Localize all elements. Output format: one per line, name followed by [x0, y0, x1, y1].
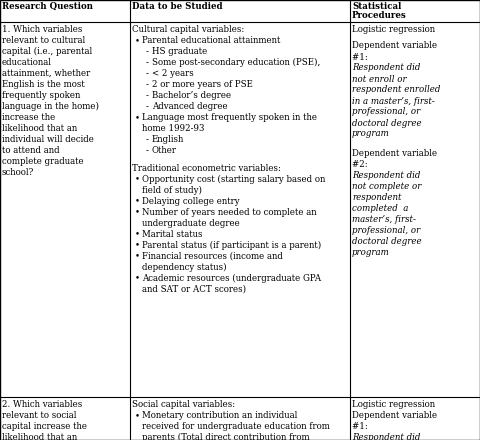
Text: -: -: [146, 58, 149, 67]
Text: Traditional econometric variables:: Traditional econometric variables:: [132, 164, 281, 172]
Text: language in the home): language in the home): [2, 102, 99, 111]
Text: relevant to cultural: relevant to cultural: [2, 36, 85, 45]
Text: Delaying college entry: Delaying college entry: [142, 197, 240, 205]
Text: 2. Which variables: 2. Which variables: [2, 400, 82, 409]
Text: capital (i.e., parental: capital (i.e., parental: [2, 47, 92, 56]
Text: -: -: [146, 69, 149, 78]
Text: program: program: [352, 129, 390, 139]
Text: Some post-secondary education (PSE),: Some post-secondary education (PSE),: [152, 58, 320, 67]
Text: Other: Other: [152, 146, 177, 155]
Text: Social capital variables:: Social capital variables:: [132, 400, 235, 409]
Text: capital increase the: capital increase the: [2, 422, 87, 431]
Text: Financial resources (income and: Financial resources (income and: [142, 252, 283, 260]
Text: parents (Total direct contribution from: parents (Total direct contribution from: [142, 433, 310, 440]
Text: Respondent did: Respondent did: [352, 63, 420, 73]
Text: #1:: #1:: [352, 422, 371, 431]
Text: •: •: [135, 208, 140, 216]
Text: Marital status: Marital status: [142, 230, 203, 238]
Text: #2:: #2:: [352, 160, 371, 169]
Text: Respondent did: Respondent did: [352, 433, 420, 440]
Text: Language most frequently spoken in the: Language most frequently spoken in the: [142, 113, 317, 122]
Text: #1:: #1:: [352, 52, 371, 62]
Text: Dependent variable: Dependent variable: [352, 41, 437, 51]
Text: field of study): field of study): [142, 186, 202, 195]
Text: respondent: respondent: [352, 193, 401, 202]
Text: -: -: [146, 80, 149, 89]
Text: Academic resources (undergraduate GPA: Academic resources (undergraduate GPA: [142, 274, 321, 283]
Text: •: •: [135, 175, 140, 183]
Text: -: -: [146, 102, 149, 111]
Text: in a master’s, first-: in a master’s, first-: [352, 96, 435, 106]
Text: 1. Which variables: 1. Which variables: [2, 25, 83, 34]
Text: Bachelor’s degree: Bachelor’s degree: [152, 91, 231, 100]
Text: •: •: [135, 113, 140, 122]
Text: Parental educational attainment: Parental educational attainment: [142, 36, 280, 45]
Text: HS graduate: HS graduate: [152, 47, 207, 56]
Text: not enroll or: not enroll or: [352, 74, 407, 84]
Text: completed  a: completed a: [352, 204, 408, 213]
Text: -: -: [146, 47, 149, 56]
Text: •: •: [135, 230, 140, 238]
Text: Opportunity cost (starting salary based on: Opportunity cost (starting salary based …: [142, 175, 325, 184]
Text: increase the: increase the: [2, 113, 55, 122]
Text: to attend and: to attend and: [2, 146, 60, 155]
Text: English: English: [152, 135, 184, 144]
Text: Dependent variable: Dependent variable: [352, 411, 437, 420]
Text: professional, or: professional, or: [352, 107, 420, 117]
Text: Logistic regression: Logistic regression: [352, 25, 435, 34]
Text: Cultural capital variables:: Cultural capital variables:: [132, 25, 244, 34]
Text: •: •: [135, 36, 140, 45]
Text: Research Question: Research Question: [2, 2, 93, 11]
Text: respondent enrolled: respondent enrolled: [352, 85, 440, 95]
Text: Statistical: Statistical: [352, 2, 401, 11]
Text: frequently spoken: frequently spoken: [2, 91, 80, 100]
Text: -: -: [146, 91, 149, 100]
Text: Logistic regression: Logistic regression: [352, 400, 435, 409]
Text: professional, or: professional, or: [352, 226, 420, 235]
Text: educational: educational: [2, 58, 52, 67]
Text: Number of years needed to complete an: Number of years needed to complete an: [142, 208, 317, 216]
Text: •: •: [135, 411, 140, 420]
Text: received for undergraduate education from: received for undergraduate education fro…: [142, 422, 330, 431]
Text: undergraduate degree: undergraduate degree: [142, 219, 240, 227]
Text: Dependent variable: Dependent variable: [352, 149, 437, 158]
Text: Respondent did: Respondent did: [352, 171, 420, 180]
Text: -: -: [146, 135, 149, 144]
Text: •: •: [135, 241, 140, 249]
Text: •: •: [135, 274, 140, 282]
Text: Monetary contribution an individual: Monetary contribution an individual: [142, 411, 298, 420]
Text: likelihood that an: likelihood that an: [2, 124, 77, 133]
Text: and SAT or ACT scores): and SAT or ACT scores): [142, 285, 246, 293]
Text: Procedures: Procedures: [352, 11, 407, 20]
Text: program: program: [352, 248, 390, 257]
Text: likelihood that an: likelihood that an: [2, 433, 77, 440]
Text: -: -: [146, 146, 149, 155]
Text: •: •: [135, 252, 140, 260]
Text: not complete or: not complete or: [352, 182, 421, 191]
Text: relevant to social: relevant to social: [2, 411, 76, 420]
Text: •: •: [135, 197, 140, 205]
Text: home 1992-93: home 1992-93: [142, 124, 204, 133]
Text: master’s, first-: master’s, first-: [352, 215, 416, 224]
Text: Parental status (if participant is a parent): Parental status (if participant is a par…: [142, 241, 321, 250]
Text: complete graduate: complete graduate: [2, 157, 84, 166]
Text: school?: school?: [2, 168, 35, 177]
Text: attainment, whether: attainment, whether: [2, 69, 90, 78]
Text: 2 or more years of PSE: 2 or more years of PSE: [152, 80, 253, 89]
Text: doctoral degree: doctoral degree: [352, 118, 421, 128]
Text: individual will decide: individual will decide: [2, 135, 94, 144]
Text: English is the most: English is the most: [2, 80, 85, 89]
Text: Data to be Studied: Data to be Studied: [132, 2, 223, 11]
Text: Advanced degree: Advanced degree: [152, 102, 228, 111]
Text: < 2 years: < 2 years: [152, 69, 194, 78]
Text: doctoral degree: doctoral degree: [352, 237, 421, 246]
Text: dependency status): dependency status): [142, 263, 227, 272]
